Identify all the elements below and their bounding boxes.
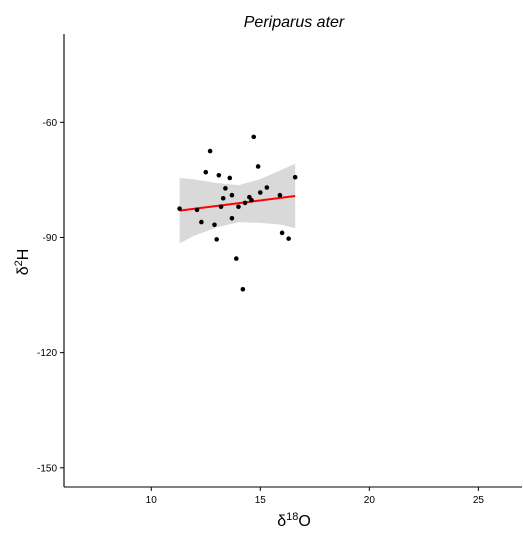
data-point bbox=[233, 256, 239, 261]
data-point bbox=[264, 185, 270, 190]
data-point bbox=[203, 169, 209, 175]
data-point bbox=[218, 204, 224, 210]
data-point bbox=[277, 192, 283, 198]
data-point bbox=[255, 164, 261, 169]
data-point bbox=[286, 236, 291, 241]
chart-title: Periparus ater bbox=[244, 14, 345, 31]
data-point bbox=[251, 134, 257, 140]
data-point bbox=[240, 286, 246, 292]
x-tick-label: 20 bbox=[364, 495, 376, 506]
x-axis-title: δ18O bbox=[277, 511, 311, 530]
data-point bbox=[249, 197, 254, 203]
x-tick-label: 15 bbox=[255, 495, 267, 506]
regression-line bbox=[179, 195, 296, 212]
data-point bbox=[236, 204, 241, 210]
y-tick-label: -120 bbox=[37, 348, 57, 359]
data-point bbox=[242, 200, 248, 206]
data-point bbox=[227, 175, 233, 181]
data-point bbox=[229, 192, 235, 198]
y-tick-label: -90 bbox=[43, 233, 58, 244]
data-point bbox=[223, 186, 228, 191]
data-point bbox=[212, 222, 217, 228]
y-tick-label: -150 bbox=[37, 463, 57, 474]
data-point bbox=[177, 206, 182, 211]
x-tick-label: 25 bbox=[473, 495, 485, 506]
data-point bbox=[292, 174, 298, 180]
data-point bbox=[257, 190, 263, 195]
data-point bbox=[199, 219, 204, 225]
data-point bbox=[207, 148, 213, 154]
fit-line-layer bbox=[179, 195, 296, 212]
data-point bbox=[279, 230, 285, 236]
data-point bbox=[216, 172, 222, 178]
x-tick-label: 10 bbox=[146, 495, 158, 506]
data-point bbox=[229, 215, 235, 221]
y-tick-label: -60 bbox=[43, 118, 58, 129]
data-points-layer bbox=[177, 134, 298, 292]
data-point bbox=[194, 207, 200, 213]
data-point bbox=[220, 196, 226, 201]
y-axis-title: δ2H bbox=[13, 249, 32, 276]
data-point bbox=[214, 237, 219, 242]
axes-layer: 10 15 20 25 -150 -120 -90 -60 bbox=[37, 34, 522, 506]
